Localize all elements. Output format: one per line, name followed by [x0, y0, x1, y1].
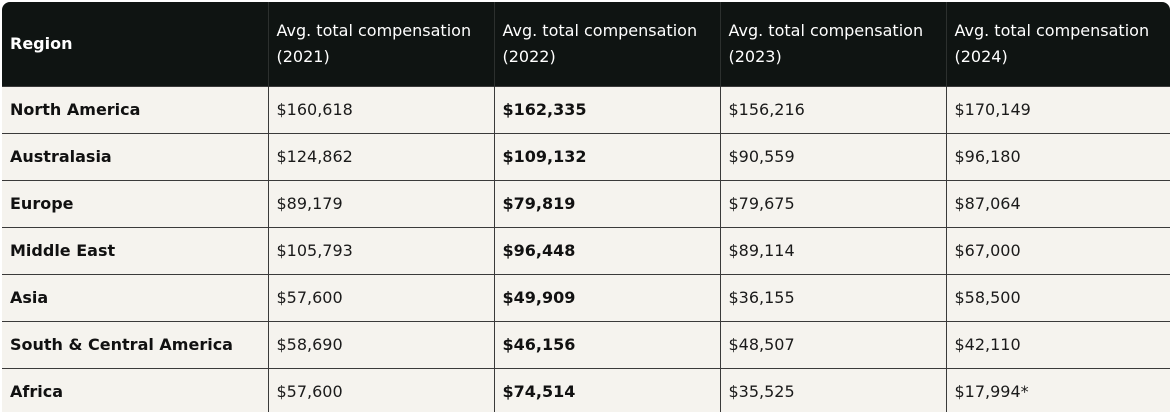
table-row: Middle East $105,793 $96,448 $89,114 $67… [2, 226, 1170, 274]
table-header-row: Region Avg. total compensation (2021) Av… [2, 2, 1170, 86]
cell-2022: $74,514 [493, 367, 720, 412]
cell-2023: $156,216 [719, 85, 946, 133]
cell-2023: $35,525 [719, 367, 946, 412]
cell-2024: $67,000 [945, 226, 1170, 274]
cell-2023: $36,155 [719, 273, 946, 321]
cell-region: Asia [2, 273, 268, 321]
cell-2023: $89,114 [719, 226, 946, 274]
cell-2021: $105,793 [267, 226, 494, 274]
cell-2021: $58,690 [267, 320, 494, 368]
cell-2023: $48,507 [719, 320, 946, 368]
cell-2023: $90,559 [719, 132, 946, 180]
cell-2024: $58,500 [945, 273, 1170, 321]
cell-region: Europe [2, 179, 268, 227]
cell-2024: $96,180 [945, 132, 1170, 180]
cell-2021: $89,179 [267, 179, 494, 227]
cell-region: Africa [2, 367, 268, 412]
cell-2024: $87,064 [945, 179, 1170, 227]
header-region: Region [10, 33, 73, 53]
cell-2024: $17,994* [945, 367, 1170, 412]
cell-2021: $160,618 [267, 85, 494, 133]
cell-2024: $42,110 [945, 320, 1170, 368]
table-row: South & Central America $58,690 $46,156 … [2, 320, 1170, 368]
cell-2022: $49,909 [493, 273, 720, 321]
cell-2021: $57,600 [267, 367, 494, 412]
cell-2021: $124,862 [267, 132, 494, 180]
cell-region: Australasia [2, 132, 268, 180]
cell-2022: $109,132 [493, 132, 720, 180]
header-2023: Avg. total compensation (2023) [719, 2, 946, 86]
table-row: Australasia $124,862 $109,132 $90,559 $9… [2, 132, 1170, 180]
cell-2023: $79,675 [719, 179, 946, 227]
cell-2022: $96,448 [493, 226, 720, 274]
cell-region: Middle East [2, 226, 268, 274]
cell-2022: $46,156 [493, 320, 720, 368]
cell-2021: $57,600 [267, 273, 494, 321]
cell-region: North America [2, 85, 268, 133]
cell-region: South & Central America [2, 320, 268, 368]
header-2024: Avg. total compensation (2024) [945, 2, 1170, 86]
cell-2022: $162,335 [493, 85, 720, 133]
table-row: North America $160,618 $162,335 $156,216… [2, 85, 1170, 133]
table-row: Asia $57,600 $49,909 $36,155 $58,500 [2, 273, 1170, 321]
cell-2024: $170,149 [945, 85, 1170, 133]
table-row: Africa $57,600 $74,514 $35,525 $17,994* [2, 367, 1170, 412]
table-row: Europe $89,179 $79,819 $79,675 $87,064 [2, 179, 1170, 227]
cell-2022: $79,819 [493, 179, 720, 227]
header-2022: Avg. total compensation (2022) [493, 2, 720, 86]
header-2021: Avg. total compensation (2021) [267, 2, 494, 86]
